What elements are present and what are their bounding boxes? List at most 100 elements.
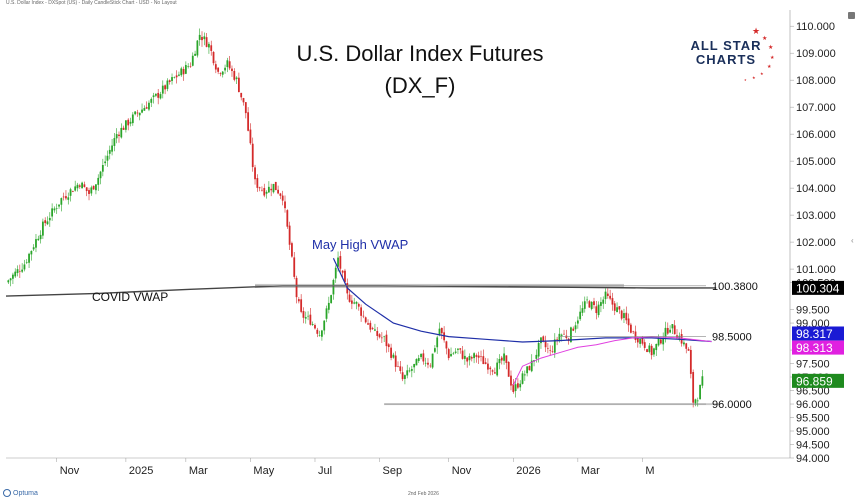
y-tick-label: 109.000 bbox=[796, 48, 836, 60]
lock-icon[interactable] bbox=[848, 12, 855, 19]
candle-body bbox=[39, 234, 42, 240]
candle-body bbox=[574, 325, 577, 330]
svg-text:★: ★ bbox=[768, 44, 773, 51]
candle-body bbox=[233, 70, 236, 80]
optuma-brand: Optuma bbox=[3, 489, 38, 497]
candle-body bbox=[480, 356, 482, 357]
candle-body bbox=[408, 370, 411, 372]
candle-body bbox=[689, 349, 692, 374]
candle-body bbox=[178, 74, 180, 76]
candle-body bbox=[576, 320, 579, 324]
candle-body bbox=[595, 306, 598, 314]
candle-body bbox=[270, 188, 273, 191]
candle-body bbox=[420, 353, 422, 358]
candle-body bbox=[325, 308, 328, 319]
candle-body bbox=[235, 77, 238, 80]
candle-body bbox=[466, 357, 469, 362]
x-tick-label: Jul bbox=[318, 465, 332, 477]
candle-body bbox=[523, 374, 526, 376]
candle-body bbox=[526, 366, 529, 374]
candle-body bbox=[71, 191, 74, 192]
candle-body bbox=[546, 348, 549, 349]
candle-body bbox=[641, 337, 644, 344]
candle-body bbox=[390, 347, 392, 358]
candle-body bbox=[237, 77, 240, 93]
candle-body bbox=[69, 189, 72, 196]
candle-body bbox=[224, 67, 226, 71]
candle-body bbox=[540, 337, 542, 344]
candle-body bbox=[344, 270, 346, 283]
candle-body bbox=[12, 274, 14, 279]
candle-body bbox=[498, 359, 501, 364]
candle-body bbox=[55, 208, 58, 209]
y-tick-label: 96.500 bbox=[796, 386, 830, 398]
candle-body bbox=[696, 400, 699, 402]
candle-body bbox=[62, 196, 65, 198]
candle-body bbox=[316, 329, 319, 334]
candle-body bbox=[385, 334, 388, 347]
candle-body bbox=[249, 129, 252, 144]
optuma-logo-icon bbox=[3, 489, 11, 497]
candle-body bbox=[662, 338, 665, 345]
candle-body bbox=[496, 362, 499, 376]
candle-body bbox=[35, 239, 37, 248]
candle-body bbox=[81, 182, 83, 189]
candle-body bbox=[542, 336, 545, 341]
candle-body bbox=[397, 365, 399, 367]
candle-body bbox=[694, 399, 697, 404]
candle-body bbox=[108, 149, 111, 154]
candle-body bbox=[685, 343, 688, 349]
candle-body bbox=[374, 329, 376, 331]
candle-body bbox=[143, 108, 146, 111]
candle-body bbox=[321, 330, 323, 337]
logo-line1: ALL STAR bbox=[690, 38, 761, 53]
candle-body bbox=[21, 269, 24, 272]
candle-body bbox=[74, 186, 77, 191]
candle-body bbox=[198, 34, 201, 40]
candle-body bbox=[99, 171, 102, 179]
candle-body bbox=[307, 315, 309, 317]
scroll-up-icon[interactable]: ‹ bbox=[851, 236, 854, 245]
optuma-label: Optuma bbox=[13, 489, 38, 497]
price-tag-label: 98.313 bbox=[796, 341, 833, 355]
candle-body bbox=[318, 335, 321, 336]
price-tag-bg bbox=[792, 340, 844, 355]
candle-body bbox=[339, 256, 342, 269]
candle-body bbox=[551, 351, 554, 352]
candle-body bbox=[680, 334, 683, 344]
candle-body bbox=[666, 327, 669, 334]
footer-date: 2nd Feb 2026 bbox=[408, 491, 439, 497]
x-tick-label: Nov bbox=[452, 465, 472, 477]
candle-body bbox=[378, 334, 381, 338]
candle-body bbox=[484, 362, 487, 364]
candle-body bbox=[505, 355, 508, 363]
candle-body bbox=[470, 357, 473, 359]
candle-body bbox=[360, 307, 363, 316]
candle-body bbox=[659, 339, 662, 344]
candle-body bbox=[535, 354, 538, 359]
candle-body bbox=[131, 114, 134, 124]
candle-body bbox=[120, 127, 123, 138]
candle-body bbox=[376, 330, 379, 336]
candle-body bbox=[461, 350, 464, 359]
candle-body bbox=[323, 320, 326, 331]
candle-body bbox=[367, 323, 369, 325]
candle-body bbox=[512, 384, 515, 392]
price-tag-bg bbox=[792, 326, 844, 341]
candle-body bbox=[263, 187, 266, 196]
candle-body bbox=[447, 349, 450, 359]
candle-body bbox=[231, 68, 233, 71]
candle-body bbox=[83, 184, 86, 187]
candle-body bbox=[521, 373, 524, 384]
y-tick-label: 94.500 bbox=[796, 440, 830, 452]
candle-body bbox=[692, 372, 695, 403]
support-resistance-zones bbox=[255, 283, 721, 406]
candle-body bbox=[424, 362, 427, 364]
svg-text:★: ★ bbox=[760, 71, 764, 76]
candle-body bbox=[291, 243, 293, 257]
candle-body bbox=[560, 334, 563, 336]
candle-body bbox=[450, 353, 452, 357]
candle-body bbox=[194, 53, 196, 56]
